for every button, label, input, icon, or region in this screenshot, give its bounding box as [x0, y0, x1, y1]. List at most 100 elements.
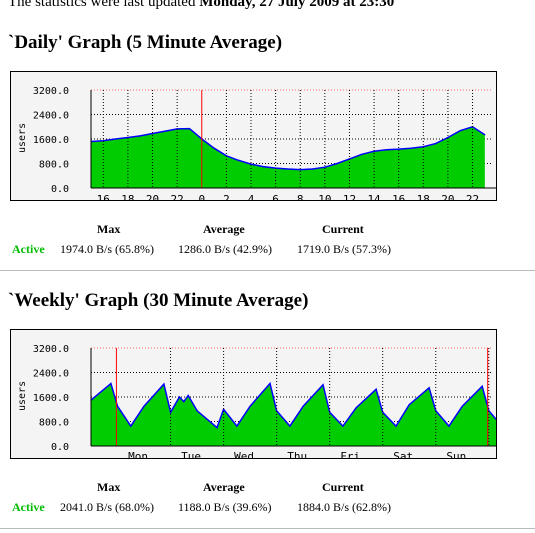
data-point: [188, 128, 191, 130]
data-point: [130, 425, 132, 427]
weekly-average-header: Average: [203, 480, 245, 494]
y-tick-label: 800.0: [39, 160, 69, 171]
data-point: [382, 411, 384, 413]
data-point: [395, 425, 397, 427]
daily-graph-title: `Daily' Graph (5 Minute Average): [8, 32, 283, 53]
data-point: [461, 405, 463, 407]
y-tick-label: 2400.0: [33, 369, 69, 380]
x-tick-label: 18: [417, 193, 430, 200]
data-point: [311, 168, 314, 170]
x-tick-label: 22: [466, 193, 479, 200]
data-point: [428, 387, 430, 389]
data-point: [139, 135, 141, 137]
data-point: [385, 149, 387, 151]
data-point: [164, 130, 166, 132]
data-point: [329, 411, 331, 413]
x-tick-label: 12: [343, 193, 356, 200]
weekly-active-label: Active: [12, 500, 45, 514]
x-tick-label: 10: [318, 193, 331, 200]
y-axis-label: users: [17, 381, 28, 411]
data-point: [183, 401, 185, 403]
data-point: [484, 134, 486, 136]
x-tick-label: Tue: [181, 450, 201, 458]
x-tick-label: 4: [248, 193, 255, 200]
y-tick-label: 3200.0: [33, 86, 69, 97]
y-tick-label: 1600.0: [33, 135, 69, 146]
y-tick-label: 0.0: [51, 184, 69, 195]
data-point: [262, 166, 264, 168]
x-tick-label: Fri: [340, 450, 360, 458]
data-point: [143, 405, 145, 407]
data-point: [435, 143, 437, 145]
data-point: [322, 384, 324, 386]
daily-max-value: 1974.0 B/s (65.8%): [60, 242, 154, 256]
weekly-max-value: 2041.0 B/s (68.0%): [60, 500, 154, 514]
data-point: [238, 159, 240, 161]
x-tick-label: 18: [121, 193, 134, 200]
weekly-current-header: Current: [322, 480, 364, 494]
daily-average-value: 1286.0 B/s (42.9%): [178, 242, 272, 256]
data-point: [163, 383, 165, 385]
y-axis-label: users: [17, 123, 28, 153]
x-tick-label: Wed: [234, 450, 254, 458]
divider-bottom: [0, 528, 535, 529]
x-tick-label: 22: [171, 193, 184, 200]
weekly-chart-svg: 3200.0 2400.0 1600.0 800.0 0.0 users Mon Tue Wed…: [17, 344, 496, 458]
daily-current-value: 1719.0 B/s (57.3%): [297, 242, 391, 256]
weekly-max-header: Max: [97, 480, 121, 494]
data-point: [408, 404, 410, 406]
data-point: [422, 146, 424, 148]
data-point: [355, 407, 357, 409]
data-point: [448, 425, 450, 427]
data-point: [299, 169, 301, 171]
y-tick-label: 0.0: [51, 442, 69, 453]
data-point: [269, 382, 271, 385]
y-tick-label: 3200.0: [33, 344, 69, 355]
daily-graph: 3200.0 2400.0 1600.0 800.0 0.0 users 16 18 20 22 0…: [10, 71, 497, 201]
data-point: [410, 147, 412, 149]
data-point: [223, 408, 225, 410]
x-tick-label: Sun: [446, 450, 466, 458]
data-point: [373, 150, 375, 152]
last-updated-prefix: The statistics were last updated: [8, 0, 196, 10]
data-point: [324, 166, 326, 168]
data-point: [342, 425, 344, 427]
data-point: [447, 136, 449, 139]
data-point: [127, 136, 129, 139]
y-tick-label: 2400.0: [33, 111, 69, 122]
weekly-graph: 3200.0 2400.0 1600.0 800.0 0.0 users Mon Tue Wed…: [10, 329, 497, 459]
x-tick-label: Sat: [393, 450, 413, 458]
data-point: [302, 405, 304, 407]
x-tick-label: Thu: [287, 450, 307, 458]
daily-chart-svg: 3200.0 2400.0 1600.0 800.0 0.0 users 16 18 20 22 0…: [17, 86, 496, 200]
data-point: [151, 132, 154, 135]
x-tick-label: 2: [223, 193, 230, 200]
weekly-average-value: 1188.0 B/s (39.6%): [178, 500, 272, 514]
series-area: [91, 383, 496, 446]
data-point: [196, 410, 198, 412]
divider: [0, 270, 535, 271]
data-point: [250, 163, 252, 165]
data-point: [110, 382, 112, 385]
daily-current-header: Current: [322, 222, 364, 236]
data-point: [178, 396, 180, 398]
series-line: [90, 381, 496, 429]
x-tick-label: 20: [146, 193, 159, 200]
weekly-graph-title: `Weekly' Graph (30 Minute Average): [8, 290, 309, 311]
data-point: [170, 411, 172, 413]
x-tick-label: 6: [272, 193, 279, 200]
x-tick-label: Mon: [128, 450, 148, 458]
data-point: [287, 168, 289, 170]
data-point: [213, 147, 215, 149]
x-tick-label: 0: [198, 193, 205, 200]
data-point: [116, 405, 119, 407]
weekly-current-value: 1884.0 B/s (62.8%): [297, 500, 391, 514]
data-point: [481, 385, 483, 387]
y-tick-label: 800.0: [39, 418, 69, 429]
daily-active-label: Active: [12, 242, 45, 256]
data-point: [249, 405, 251, 407]
data-point: [115, 138, 117, 140]
data-point: [289, 425, 291, 427]
x-tick-label: 16: [97, 193, 110, 200]
data-point: [187, 394, 189, 397]
